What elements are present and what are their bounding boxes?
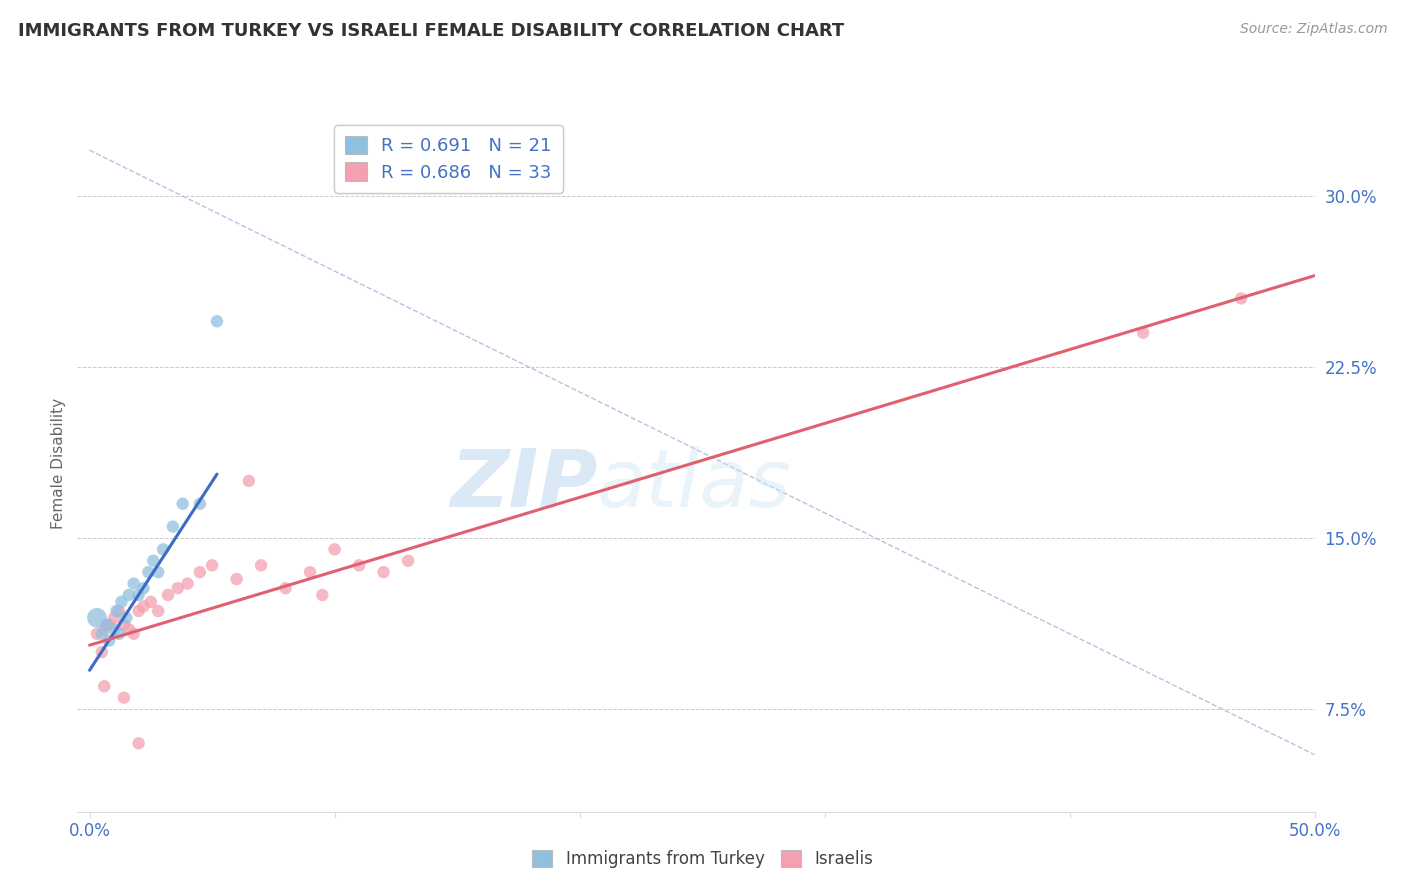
Point [166,581,188,595]
Text: IMMIGRANTS FROM TURKEY VS ISRAELI FEMALE DISABILITY CORRELATION CHART: IMMIGRANTS FROM TURKEY VS ISRAELI FEMALE… [18,22,845,40]
Point [250,558,273,573]
Point [1230,292,1253,306]
Point [311,588,333,602]
Point [274,581,297,595]
Point [299,565,322,579]
Point [238,474,260,488]
Text: atlas: atlas [598,446,792,524]
Point [323,542,346,557]
Point [373,565,395,579]
Point [98,617,121,632]
Point [152,542,174,557]
Point [156,588,179,602]
Point [1132,326,1154,340]
Point [112,690,135,705]
Point [176,576,198,591]
Legend: R = 0.691   N = 21, R = 0.686   N = 33: R = 0.691 N = 21, R = 0.686 N = 33 [335,125,562,193]
Point [132,599,155,614]
Point [108,604,131,618]
Point [115,611,138,625]
Point [103,622,125,636]
Text: Source: ZipAtlas.com: Source: ZipAtlas.com [1240,22,1388,37]
Point [128,736,150,750]
Y-axis label: Female Disability: Female Disability [51,398,66,530]
Point [90,645,112,659]
Legend: Immigrants from Turkey, Israelis: Immigrants from Turkey, Israelis [526,843,880,875]
Point [110,595,132,609]
Point [118,622,141,636]
Point [93,622,115,636]
Point [128,604,150,618]
Text: ZIP: ZIP [450,446,598,524]
Point [188,565,211,579]
Point [172,497,194,511]
Point [225,572,247,586]
Point [128,588,150,602]
Point [103,611,125,625]
Point [132,581,155,595]
Point [148,604,170,618]
Point [148,565,170,579]
Point [138,565,160,579]
Point [108,627,131,641]
Point [205,314,228,328]
Point [118,588,141,602]
Point [162,519,184,533]
Point [347,558,370,573]
Point [122,576,145,591]
Point [105,604,128,618]
Point [188,497,211,511]
Point [139,595,162,609]
Point [86,611,108,625]
Point [96,617,118,632]
Point [122,627,145,641]
Point [93,679,115,693]
Point [86,627,108,641]
Point [142,554,165,568]
Point [98,633,121,648]
Point [112,617,135,632]
Point [90,627,112,641]
Point [201,558,224,573]
Point [396,554,419,568]
